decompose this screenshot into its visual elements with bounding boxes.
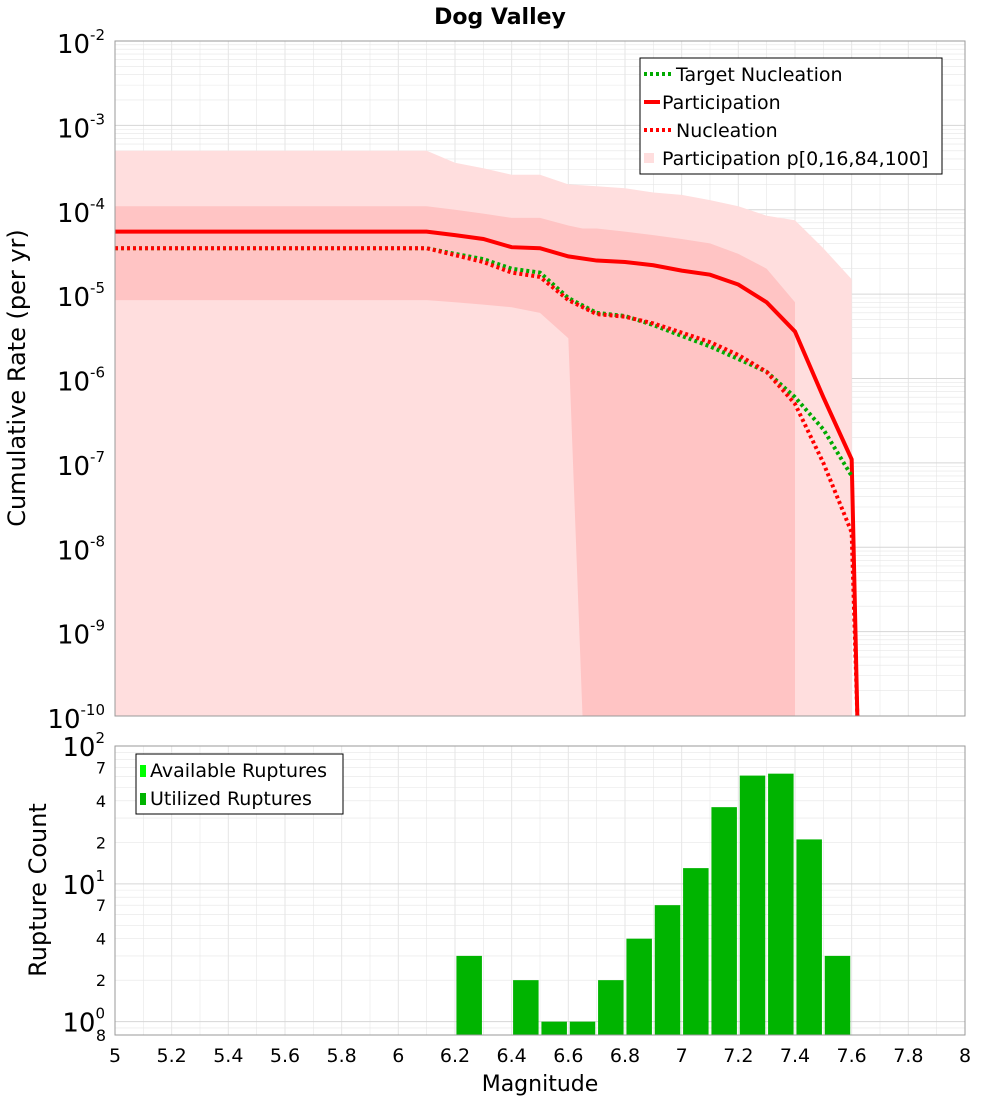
x-tick-label: 6.4: [497, 1045, 527, 1067]
x-tick-label: 7.2: [723, 1045, 753, 1067]
count-y-tick-major: 102: [62, 729, 105, 763]
count-plot-frame: [114, 745, 966, 1036]
series-line-participation: [115, 229, 860, 717]
x-tick-label: 5.4: [213, 1045, 243, 1067]
rupture-bar: [711, 807, 737, 1035]
count-legend-swatch-available: [140, 765, 146, 777]
rupture-bar: [683, 868, 709, 1035]
x-axis-title: Magnitude: [482, 1072, 599, 1097]
rate-y-tick-label: 10-5: [57, 279, 105, 313]
series-line-nucleation: [115, 246, 860, 717]
x-tick-label: 7.8: [893, 1045, 923, 1067]
rate-bands: [115, 150, 852, 716]
x-tick-label: 5.8: [327, 1045, 357, 1067]
rate-y-tick-label: 10-7: [57, 448, 105, 482]
count-y-tick-minor: 4: [96, 930, 106, 949]
count-bars: [456, 773, 851, 1035]
rupture-bar: [541, 1021, 567, 1035]
count-legend: Available Ruptures Utilized Ruptures: [135, 753, 344, 815]
x-tick-label: 6: [392, 1045, 404, 1067]
rate-legend-label: Participation p[0,16,84,100]: [662, 148, 928, 170]
x-tick-label: 7.4: [780, 1045, 810, 1067]
rupture-bar: [626, 938, 652, 1035]
rate-legend-label: Nucleation: [676, 120, 778, 142]
count-y-tick-minor: 8: [96, 1026, 106, 1045]
count-y-tick-minor: 7: [96, 896, 106, 915]
count-legend-label: Available Ruptures: [150, 760, 327, 782]
rate-plot-frame: [114, 40, 966, 717]
count-y-tick-minor: 2: [96, 971, 106, 990]
count-panel: 102 101 100 7 4 2 7 4 2 8 5 5.2 5.4 5.6 5.8 6 6.2 6.4 6.6…: [24, 729, 971, 1097]
count-legend-box: [135, 753, 344, 815]
rate-y-tick-label: 10-3: [57, 110, 105, 144]
x-tick-label: 7: [676, 1045, 688, 1067]
count-y-tick-major: 100: [62, 1005, 105, 1039]
rate-y-axis-title: Cumulative Rate (per yr): [3, 229, 31, 527]
rupture-bar: [598, 980, 624, 1035]
count-legend-label: Utilized Ruptures: [150, 788, 312, 810]
x-tick-label: 5: [109, 1045, 121, 1067]
rate-y-ticks: 10-2 10-3 10-4 10-5 10-6 10-7 10-8 10-9 10-10: [47, 26, 105, 735]
count-y-tick-minor: 4: [96, 792, 106, 811]
rate-panel: 10-2 10-3 10-4 10-5 10-6 10-7 10-8 10-9 10-10 Cu…: [3, 26, 966, 735]
rate-legend: Target Nucleation Participation Nucleation…: [639, 57, 943, 175]
rate-legend-box: [639, 57, 943, 175]
rupture-bar: [739, 775, 766, 1035]
rupture-bar: [456, 955, 482, 1035]
rupture-bar: [513, 980, 539, 1035]
rate-y-tick-label: 10-6: [57, 364, 105, 398]
rupture-bar: [569, 1021, 596, 1035]
count-y-axis-title: Rupture Count: [24, 803, 52, 977]
rate-legend-label: Participation: [662, 92, 781, 114]
rate-y-tick-label: 10-9: [57, 617, 105, 651]
rate-y-tick-label: 10-10: [47, 701, 105, 735]
rupture-bar: [654, 905, 681, 1035]
count-y-tick-major: 101: [62, 867, 105, 901]
x-tick-label: 6.8: [610, 1045, 640, 1067]
rate-legend-label: Target Nucleation: [675, 64, 843, 86]
count-legend-swatch-utilized: [140, 793, 146, 805]
count-x-ticks: 5 5.2 5.4 5.6 5.8 6 6.2 6.4 6.6 6.8 7 7.2 7.4 7.6 7.8 8: [109, 1045, 971, 1067]
participation-band-p16-p84: [115, 206, 795, 716]
x-tick-label: 6.2: [440, 1045, 470, 1067]
count-y-tick-minor: 2: [96, 833, 106, 852]
x-tick-label: 5.6: [270, 1045, 300, 1067]
x-tick-label: 7.6: [837, 1045, 867, 1067]
x-tick-label: 6.6: [553, 1045, 583, 1067]
rate-y-tick-label: 10-2: [57, 26, 105, 60]
count-y-ticks: 102 101 100 7 4 2 7 4 2 8: [62, 729, 106, 1045]
rate-y-tick-label: 10-4: [57, 195, 105, 229]
count-y-tick-minor: 7: [96, 758, 106, 777]
x-tick-label: 5.2: [157, 1045, 187, 1067]
rupture-bar: [768, 773, 794, 1035]
rate-lines: [115, 229, 860, 717]
rate-y-tick-label: 10-8: [57, 532, 105, 566]
rupture-bar: [824, 955, 851, 1035]
x-tick-label: 8: [959, 1045, 971, 1067]
chart-title: Dog Valley: [434, 5, 566, 30]
legend-swatch-band: [644, 153, 654, 163]
rupture-bar: [796, 839, 822, 1035]
